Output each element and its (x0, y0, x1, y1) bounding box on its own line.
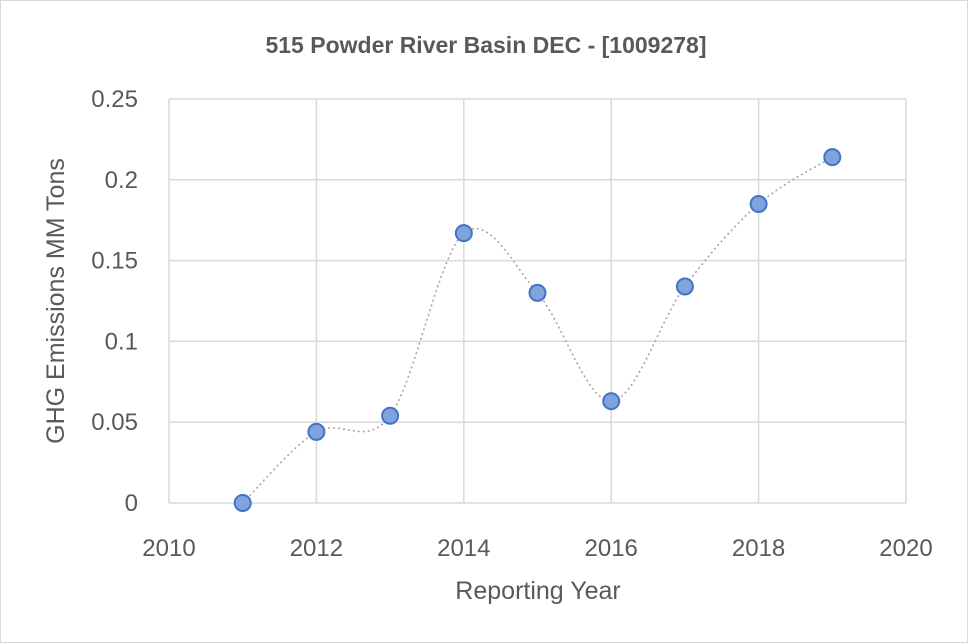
data-point-2012 (307, 422, 326, 441)
y-tick-label: 0.25 (91, 86, 138, 113)
y-tick-label: 0 (125, 490, 138, 517)
gridlines (168, 98, 907, 504)
y-axis-ticks: 0 0.05 0.1 0.15 0.2 0.25 (91, 86, 138, 517)
y-tick-label: 0.2 (105, 167, 138, 194)
data-point-2017 (675, 277, 694, 296)
x-axis-ticks: 2010 2012 2014 2016 2018 2020 (142, 535, 932, 562)
x-tick-label: 2014 (437, 535, 490, 562)
data-point-2013 (381, 406, 400, 425)
data-point-2016 (602, 392, 621, 411)
data-points (233, 148, 842, 512)
x-tick-label: 2016 (585, 535, 638, 562)
x-tick-label: 2018 (732, 535, 785, 562)
y-tick-label: 0.15 (91, 248, 138, 275)
trend-line-layer (242, 156, 833, 504)
x-tick-label: 2020 (879, 535, 932, 562)
data-point-2014 (454, 224, 473, 243)
data-point-2018 (749, 195, 768, 214)
data-point-2019 (823, 148, 842, 167)
x-tick-label: 2010 (142, 535, 195, 562)
y-tick-label: 0.1 (105, 328, 138, 355)
data-point-2011 (233, 494, 252, 512)
y-tick-label: 0.05 (91, 409, 138, 436)
x-axis-label: Reporting Year (455, 577, 620, 605)
trend-line (242, 156, 833, 504)
chart-title: 515 Powder River Basin DEC - [1009278] (265, 32, 706, 58)
data-point-2015 (528, 283, 547, 302)
x-tick-label: 2012 (290, 535, 343, 562)
y-axis-label: GHG Emissions MM Tons (42, 158, 70, 444)
